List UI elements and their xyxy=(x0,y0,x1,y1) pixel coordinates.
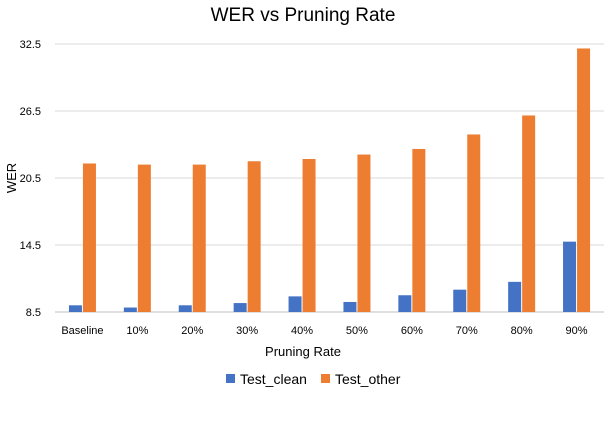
bar-test-other xyxy=(82,163,96,312)
x-tick-label: 30% xyxy=(236,325,258,337)
x-tick-label: 20% xyxy=(181,325,203,337)
y-tick-label: 26.5 xyxy=(20,106,41,118)
bar-test-other xyxy=(467,134,481,312)
bar-test-other xyxy=(302,159,316,312)
y-tick-label: 32.5 xyxy=(20,39,41,51)
x-tick-label: 10% xyxy=(126,325,148,337)
bar-test-clean xyxy=(343,301,357,312)
bar-test-clean xyxy=(398,295,412,312)
bar-test-clean xyxy=(233,303,247,312)
bars xyxy=(68,48,591,312)
y-tick-label: 14.5 xyxy=(20,240,41,252)
chart-title: WER vs Pruning Rate xyxy=(211,5,396,26)
x-tick-label: 40% xyxy=(291,325,313,337)
bar-test-other xyxy=(522,115,536,312)
legend: Test_clean Test_other xyxy=(226,371,401,387)
legend-swatch xyxy=(321,374,330,383)
bar-test-clean xyxy=(563,241,577,312)
y-tick-label: 8.5 xyxy=(26,307,41,319)
x-tick-label: 60% xyxy=(401,325,423,337)
x-axis-ticks: Baseline 10% 20% 30% 40% 50% 60% 70% 80% 90% xyxy=(61,325,587,337)
bar-test-clean xyxy=(178,305,192,312)
bar-test-clean xyxy=(123,307,137,312)
bar-test-other xyxy=(247,161,261,312)
bar-test-other xyxy=(412,148,426,312)
y-tick-label: 20.5 xyxy=(20,173,41,185)
bar-test-other xyxy=(137,164,151,312)
x-tick-label: 90% xyxy=(566,325,588,337)
x-tick-label: 50% xyxy=(346,325,368,337)
legend-label: Test_other xyxy=(335,371,401,387)
legend-label: Test_clean xyxy=(240,371,307,387)
x-tick-label: Baseline xyxy=(61,325,103,337)
gridlines xyxy=(55,43,604,313)
bar-test-other xyxy=(192,164,206,312)
legend-swatch xyxy=(226,374,235,383)
y-axis-ticks: 8.5 14.5 20.5 26.5 32.5 xyxy=(20,39,41,319)
bar-test-clean xyxy=(68,305,82,312)
bar-test-other xyxy=(577,48,591,312)
bar-test-clean xyxy=(508,281,522,312)
bar-test-other xyxy=(357,154,371,312)
x-axis-title: Pruning Rate xyxy=(265,344,341,359)
bar-test-clean xyxy=(288,296,302,312)
y-axis-title: WER xyxy=(4,163,19,193)
x-tick-label: 80% xyxy=(511,325,533,337)
bar-test-clean xyxy=(453,289,467,312)
x-tick-label: 70% xyxy=(456,325,478,337)
